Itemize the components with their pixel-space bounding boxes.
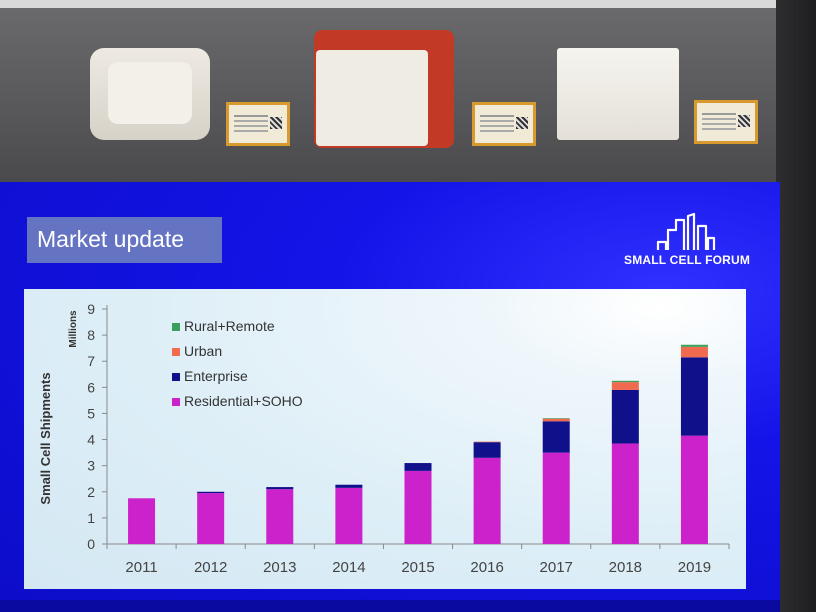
bar-enterprise-2015 xyxy=(404,463,432,471)
x-tick-label: 2019 xyxy=(678,559,711,576)
small-cell-device-cream xyxy=(557,48,679,140)
title-box: Market update xyxy=(27,217,222,263)
card-text-lines xyxy=(234,115,268,117)
wall-trim xyxy=(0,0,816,8)
display-wall xyxy=(0,0,816,182)
y-tick-label: 9 xyxy=(87,301,95,317)
x-tick-label: 2015 xyxy=(401,559,434,576)
x-tick-label: 2018 xyxy=(609,559,642,576)
bar-enterprise-2013 xyxy=(266,487,294,490)
bar-residential-soho-2013 xyxy=(266,489,294,544)
y-tick-label: 2 xyxy=(87,484,95,500)
legend-swatch xyxy=(172,398,180,406)
card-text-lines xyxy=(702,113,736,115)
city-skyline-icon xyxy=(656,212,716,250)
bar-rural-remote-2018 xyxy=(611,380,639,383)
bar-rural-remote-2019 xyxy=(680,344,708,347)
info-card xyxy=(226,102,290,146)
bar-urban-2016 xyxy=(473,441,501,443)
small-cell-device-red xyxy=(314,30,454,148)
bar-enterprise-2017 xyxy=(542,421,570,453)
bar-enterprise-2018 xyxy=(611,389,639,444)
bar-enterprise-2014 xyxy=(335,484,363,488)
bar-residential-soho-2016 xyxy=(473,457,501,544)
stacked-bar-chart: 0 1 2 3 4 5 6 7 8 9 Small Cell Shipments Millions 20… xyxy=(38,301,730,576)
info-card xyxy=(472,102,536,146)
screen-bottom-edge xyxy=(0,600,780,612)
card-text-lines xyxy=(480,115,514,117)
legend-swatch xyxy=(172,373,180,381)
bar-residential-soho-2017 xyxy=(542,452,570,544)
qr-code-icon xyxy=(270,117,282,129)
qr-code-icon xyxy=(738,115,750,127)
x-tick-label: 2011 xyxy=(125,559,157,576)
legend-swatch xyxy=(172,348,180,356)
bar-enterprise-2016 xyxy=(473,442,501,458)
bar-residential-soho-2015 xyxy=(404,470,432,544)
y-tick-label: 4 xyxy=(87,432,95,448)
device-face xyxy=(316,50,428,146)
qr-code-icon xyxy=(516,117,528,129)
bar-urban-2018 xyxy=(611,382,639,390)
y-tick-label: 6 xyxy=(87,379,95,395)
y-tick-label: 0 xyxy=(87,536,95,552)
bar-residential-soho-2014 xyxy=(335,487,363,544)
logo-text: SMALL CELL FORUM xyxy=(624,253,751,267)
y-tick-label: 7 xyxy=(87,353,95,369)
bar-residential-soho-2012 xyxy=(197,493,225,544)
x-tick-label: 2013 xyxy=(263,559,296,576)
device-face xyxy=(108,62,192,124)
y-tick-label: 8 xyxy=(87,327,95,343)
x-tick-label: 2016 xyxy=(470,559,503,576)
legend-swatch xyxy=(172,323,180,331)
info-card xyxy=(694,100,758,144)
x-tick-label: 2012 xyxy=(194,559,227,576)
bar-enterprise-2019 xyxy=(680,357,708,436)
chart-panel: 0 1 2 3 4 5 6 7 8 9 Small Cell Shipments Millions 20… xyxy=(24,289,746,589)
bar-residential-soho-2011 xyxy=(128,498,156,544)
y-axis-unit: Millions xyxy=(68,310,79,348)
bar-enterprise-2012 xyxy=(197,491,225,494)
small-cell-device-white xyxy=(90,48,210,140)
legend-label: Rural+Remote xyxy=(184,318,275,334)
bar-urban-2017 xyxy=(542,418,570,422)
y-axis-title: Small Cell Shipments xyxy=(38,372,53,504)
wall-edge xyxy=(776,0,816,612)
legend-label: Enterprise xyxy=(184,368,248,384)
bar-rural-remote-2017 xyxy=(542,418,570,419)
y-tick-label: 1 xyxy=(87,510,95,526)
bar-urban-2019 xyxy=(680,346,708,358)
x-tick-label: 2017 xyxy=(540,559,573,576)
bar-residential-soho-2019 xyxy=(680,435,708,544)
y-tick-label: 3 xyxy=(87,458,95,474)
x-tick-label: 2014 xyxy=(332,559,365,576)
projected-slide: Market update SMALL CELL FORUM 0 1 2 3 4 5 6 7 8… xyxy=(0,182,780,612)
bar-residential-soho-2018 xyxy=(611,443,639,544)
legend-label: Urban xyxy=(184,343,222,359)
y-tick-label: 5 xyxy=(87,405,95,421)
slide-title: Market update xyxy=(37,226,185,252)
legend-label: Residential+SOHO xyxy=(184,393,303,409)
